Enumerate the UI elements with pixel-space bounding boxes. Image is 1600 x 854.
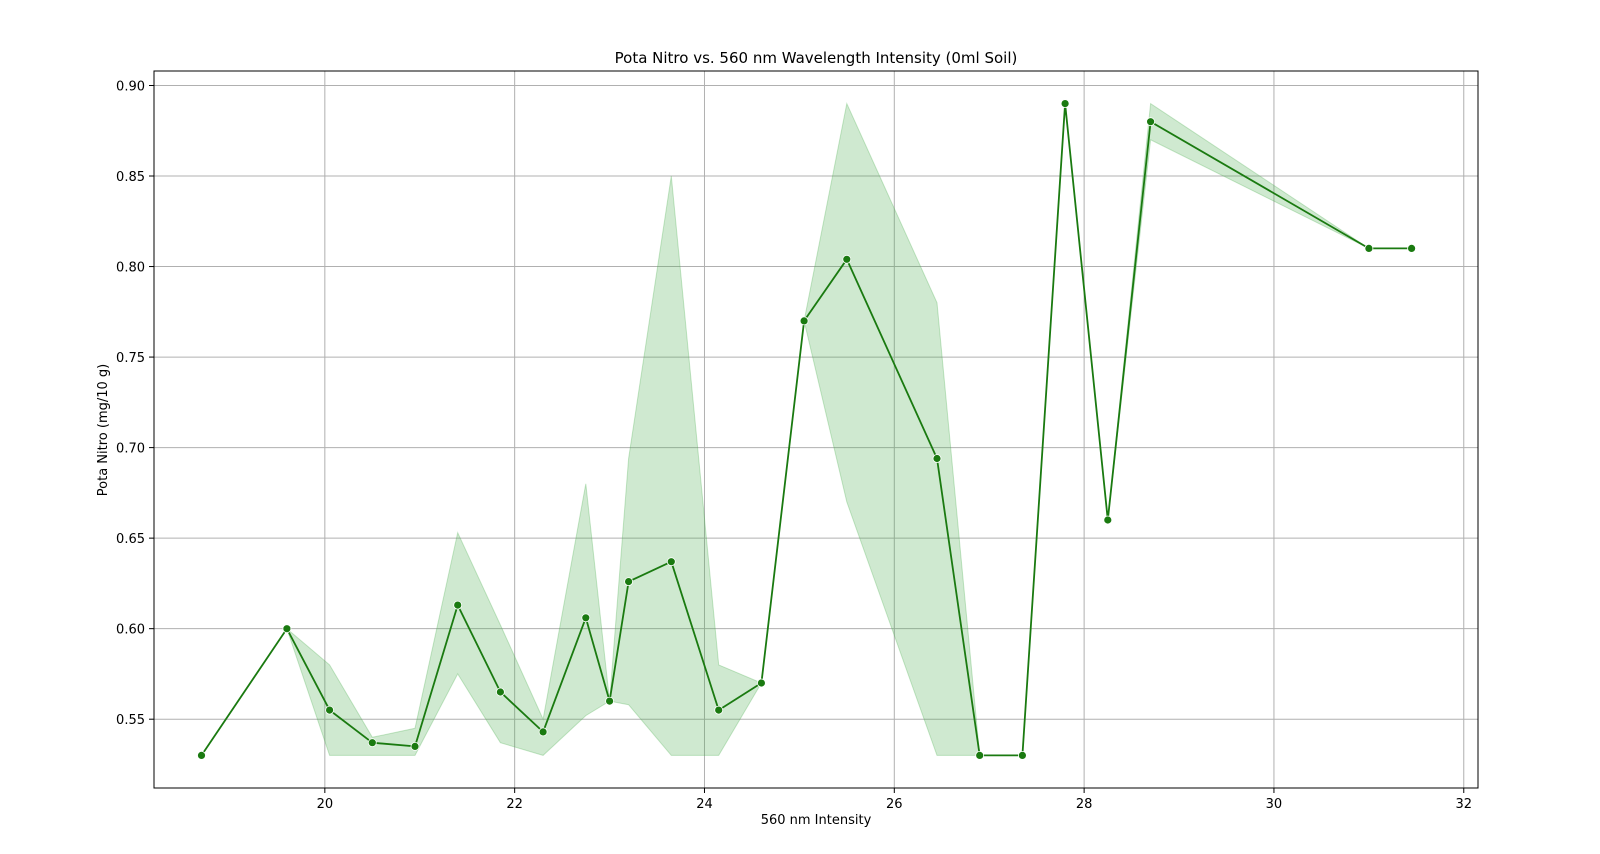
data-point — [932, 454, 942, 463]
data-point — [799, 316, 809, 326]
chart-title: Pota Nitro vs. 560 nm Wavelength Intensi… — [615, 49, 1018, 67]
plot-frame — [153, 70, 1479, 789]
data-point — [282, 624, 292, 634]
data-point — [1364, 243, 1374, 253]
y-tick-label: 0.90 — [116, 79, 145, 94]
y-axis-ticks: 0.55 0.60 0.65 0.70 0.75 0.80 0.85 0.90 — [116, 79, 154, 728]
x-tick-label: 24 — [696, 797, 713, 812]
data-point — [1103, 515, 1113, 525]
data-point — [1018, 751, 1027, 760]
x-axis-ticks: 20 22 24 26 28 30 32 — [317, 788, 1472, 812]
confidence-band — [201, 101, 1412, 756]
data-point — [495, 687, 505, 697]
data-point — [757, 678, 766, 688]
x-tick-label: 32 — [1455, 797, 1472, 812]
data-point — [624, 577, 633, 586]
data-point — [1146, 117, 1155, 127]
x-tick-label: 30 — [1266, 797, 1283, 812]
ci-band — [201, 101, 1412, 756]
y-tick-label: 0.55 — [116, 713, 145, 728]
y-tick-label: 0.80 — [116, 261, 145, 276]
series-line-group — [200, 102, 1412, 757]
data-point — [581, 613, 591, 623]
x-tick-label: 26 — [886, 797, 903, 812]
x-tick-label: 28 — [1076, 797, 1093, 812]
data-point — [714, 705, 724, 715]
y-tick-label: 0.70 — [116, 442, 145, 457]
data-point — [975, 751, 985, 760]
x-tick-label: 20 — [317, 797, 334, 812]
x-axis-label: 560 nm Intensity — [761, 813, 872, 828]
data-point — [453, 600, 463, 610]
data-point — [842, 254, 852, 264]
data-point — [538, 727, 548, 737]
data-point — [410, 742, 420, 751]
y-tick-label: 0.75 — [116, 351, 145, 366]
data-point — [325, 705, 335, 715]
y-tick-label: 0.65 — [116, 532, 145, 547]
data-point — [605, 696, 614, 706]
data-point — [1407, 243, 1416, 253]
grid — [154, 71, 1478, 788]
y-tick-label: 0.60 — [116, 623, 145, 638]
markers — [197, 99, 1416, 760]
y-axis-label: Pota Nitro (mg/10 g) — [96, 364, 111, 496]
series-line — [200, 102, 1412, 757]
data-point — [1060, 99, 1070, 108]
data-point — [367, 738, 377, 748]
data-point — [197, 751, 206, 760]
data-point — [666, 557, 676, 567]
x-tick-label: 22 — [506, 797, 523, 812]
y-tick-label: 0.85 — [116, 170, 145, 185]
